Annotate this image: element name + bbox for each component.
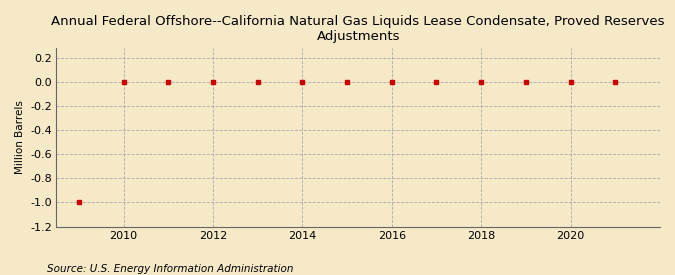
Title: Annual Federal Offshore--California Natural Gas Liquids Lease Condensate, Proved: Annual Federal Offshore--California Natu… [51,15,665,43]
Y-axis label: Million Barrels: Million Barrels [15,101,25,174]
Text: Source: U.S. Energy Information Administration: Source: U.S. Energy Information Administ… [47,264,294,274]
